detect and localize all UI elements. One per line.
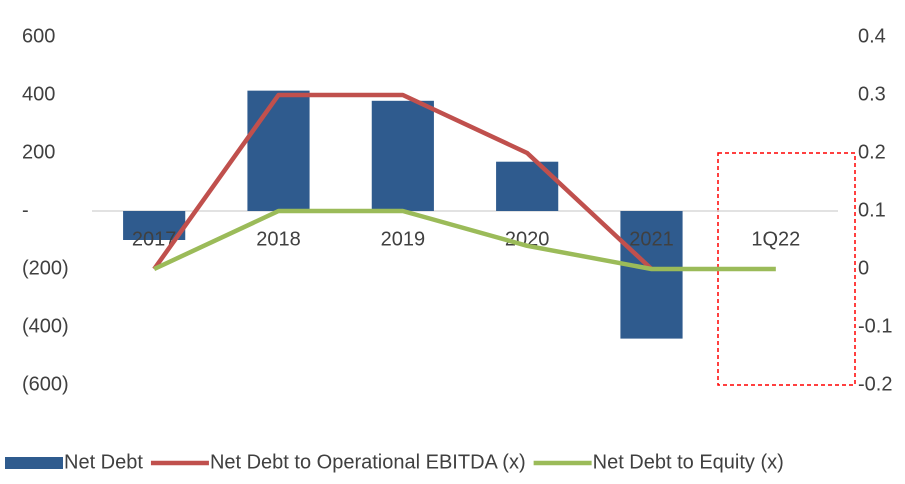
legend-label: Net Debt to Equity (x): [593, 451, 784, 473]
y2-tick-label: -0.1: [858, 315, 892, 337]
highlight-box: [717, 152, 856, 386]
legend-label: Net Debt to Operational EBITDA (x): [210, 451, 526, 473]
y2-tick-label: 0.4: [858, 25, 886, 47]
bar: [496, 161, 559, 211]
x-tick-label: 2019: [381, 228, 426, 250]
y2-tick-label: 0.3: [858, 83, 886, 105]
line: [153, 208, 776, 272]
y-tick-label: 400: [22, 83, 55, 105]
bar: [620, 211, 683, 339]
x-tick-label: 2017: [132, 228, 177, 250]
y2-tick-label: 0: [858, 257, 869, 279]
y2-tick-label: 0.2: [858, 141, 886, 163]
y-tick-label: 600: [22, 25, 55, 47]
y-tick-label: (600): [22, 373, 69, 395]
legend-label: Net Debt: [64, 451, 143, 473]
bar: [371, 100, 434, 211]
y2-tick-label: 0.1: [858, 199, 886, 221]
bar: [123, 211, 186, 240]
y-tick-label: (400): [22, 315, 69, 337]
x-tick-label: 2018: [256, 228, 301, 250]
y-tick-label: -: [22, 199, 29, 221]
bar: [247, 90, 310, 211]
y-tick-label: 200: [22, 141, 55, 163]
y2-tick-label: -0.2: [858, 373, 892, 395]
x-tick-label: 1Q22: [751, 228, 800, 250]
x-tick-label: 2021: [629, 228, 674, 250]
legend-swatch: [5, 457, 63, 469]
y-tick-label: (200): [22, 257, 69, 279]
line: [152, 92, 654, 271]
